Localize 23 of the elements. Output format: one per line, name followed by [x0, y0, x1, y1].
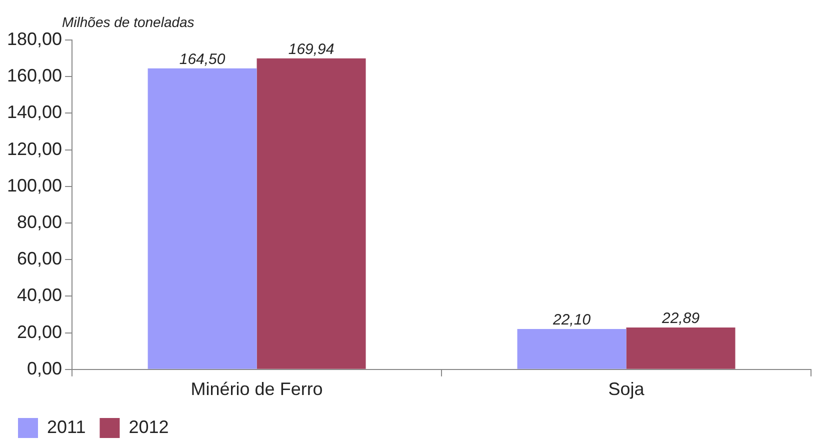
data-label: 22,10: [552, 312, 592, 329]
data-label: 169,94: [288, 41, 334, 58]
y-tick-label: 80,00: [17, 212, 62, 232]
data-label: 164,50: [179, 51, 226, 68]
bar: [256, 58, 366, 369]
y-axis-title: Milhões de toneladas: [62, 14, 194, 30]
bar: [148, 68, 257, 369]
y-tick-label: 20,00: [17, 322, 62, 342]
y-tick-label: 120,00: [6, 138, 62, 159]
y-tick-label: 0,00: [27, 358, 62, 378]
bar: [517, 328, 626, 369]
y-tick-label: 180,00: [6, 28, 62, 49]
x-tick-label: Minério de Ferro: [190, 379, 323, 400]
legend-label: 2011: [47, 416, 86, 437]
legend-label: 2012: [128, 416, 169, 437]
y-tick-label: 140,00: [6, 102, 62, 122]
y-tick-label: 40,00: [17, 285, 62, 306]
data-label: 22,89: [660, 310, 700, 328]
bar: [626, 328, 736, 369]
y-tick-label: 60,00: [17, 248, 62, 269]
y-tick-label: 100,00: [6, 175, 62, 196]
x-tick-label: Soja: [608, 379, 646, 400]
y-tick-label: 160,00: [6, 66, 62, 86]
